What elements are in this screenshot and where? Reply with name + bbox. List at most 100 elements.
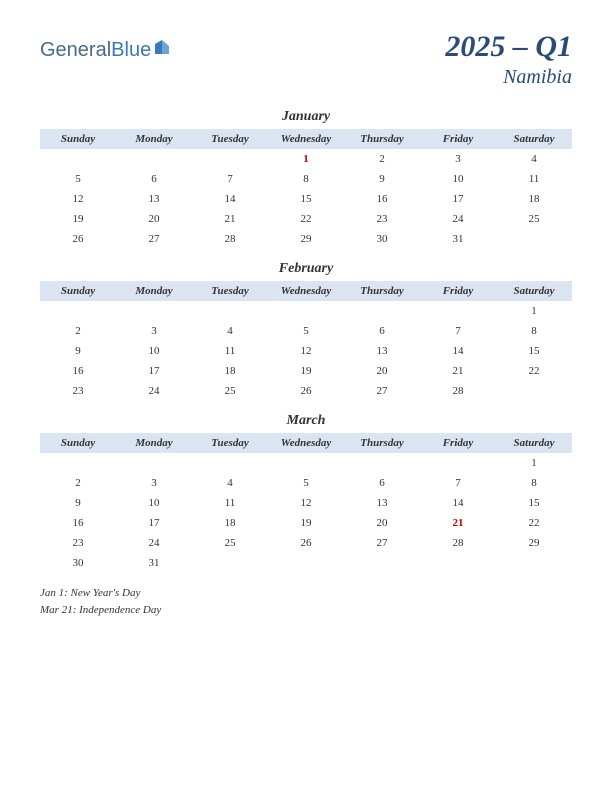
day-cell: 30 bbox=[40, 553, 116, 573]
day-cell: 21 bbox=[420, 513, 496, 533]
holiday-notes: Jan 1: New Year's DayMar 21: Independenc… bbox=[40, 585, 572, 618]
day-cell bbox=[192, 453, 268, 473]
table-row: 1 bbox=[40, 301, 572, 321]
day-cell: 27 bbox=[344, 533, 420, 553]
day-header: Tuesday bbox=[192, 281, 268, 301]
day-cell: 27 bbox=[116, 229, 192, 249]
table-row: 16171819202122 bbox=[40, 361, 572, 381]
day-header: Friday bbox=[420, 281, 496, 301]
day-cell: 6 bbox=[344, 473, 420, 493]
header: GeneralBlue 2025 – Q1 Namibia bbox=[40, 30, 572, 89]
day-cell: 20 bbox=[116, 209, 192, 229]
day-cell: 6 bbox=[344, 321, 420, 341]
month-name: February bbox=[40, 261, 572, 277]
day-cell: 21 bbox=[192, 209, 268, 229]
day-cell: 7 bbox=[192, 169, 268, 189]
day-header: Tuesday bbox=[192, 433, 268, 453]
day-header: Wednesday bbox=[268, 281, 344, 301]
day-cell: 9 bbox=[40, 341, 116, 361]
day-header: Monday bbox=[116, 281, 192, 301]
day-cell: 2 bbox=[344, 149, 420, 169]
day-cell bbox=[496, 381, 572, 401]
day-cell: 9 bbox=[344, 169, 420, 189]
day-cell bbox=[40, 149, 116, 169]
day-cell: 24 bbox=[116, 381, 192, 401]
day-cell bbox=[344, 553, 420, 573]
day-cell bbox=[116, 301, 192, 321]
table-row: 19202122232425 bbox=[40, 209, 572, 229]
day-cell bbox=[40, 453, 116, 473]
day-header: Saturday bbox=[496, 433, 572, 453]
day-cell: 16 bbox=[40, 361, 116, 381]
day-cell: 24 bbox=[420, 209, 496, 229]
day-cell bbox=[268, 553, 344, 573]
table-row: 1 bbox=[40, 453, 572, 473]
day-cell: 5 bbox=[40, 169, 116, 189]
day-cell: 5 bbox=[268, 473, 344, 493]
day-cell: 28 bbox=[420, 381, 496, 401]
logo-icon bbox=[153, 38, 171, 62]
day-header: Friday bbox=[420, 433, 496, 453]
day-cell: 10 bbox=[420, 169, 496, 189]
day-cell: 10 bbox=[116, 493, 192, 513]
day-cell: 4 bbox=[192, 473, 268, 493]
day-cell bbox=[268, 301, 344, 321]
day-cell: 8 bbox=[496, 321, 572, 341]
day-cell: 29 bbox=[496, 533, 572, 553]
day-header: Monday bbox=[116, 433, 192, 453]
day-cell: 23 bbox=[344, 209, 420, 229]
day-cell: 13 bbox=[344, 493, 420, 513]
day-header: Saturday bbox=[496, 129, 572, 149]
day-header: Wednesday bbox=[268, 433, 344, 453]
table-row: 262728293031 bbox=[40, 229, 572, 249]
day-cell: 25 bbox=[192, 381, 268, 401]
day-cell: 12 bbox=[268, 341, 344, 361]
day-cell bbox=[192, 149, 268, 169]
day-cell: 12 bbox=[40, 189, 116, 209]
day-cell: 22 bbox=[268, 209, 344, 229]
day-cell bbox=[344, 453, 420, 473]
day-cell: 15 bbox=[268, 189, 344, 209]
calendars-container: JanuarySundayMondayTuesdayWednesdayThurs… bbox=[40, 109, 572, 573]
day-cell: 31 bbox=[116, 553, 192, 573]
day-cell: 12 bbox=[268, 493, 344, 513]
day-cell: 22 bbox=[496, 513, 572, 533]
day-cell bbox=[420, 301, 496, 321]
day-cell bbox=[496, 553, 572, 573]
day-cell: 20 bbox=[344, 361, 420, 381]
table-row: 9101112131415 bbox=[40, 341, 572, 361]
day-cell: 3 bbox=[420, 149, 496, 169]
table-row: 567891011 bbox=[40, 169, 572, 189]
day-cell: 7 bbox=[420, 473, 496, 493]
day-cell: 26 bbox=[268, 533, 344, 553]
day-cell: 24 bbox=[116, 533, 192, 553]
day-cell: 21 bbox=[420, 361, 496, 381]
day-cell bbox=[116, 453, 192, 473]
day-cell: 1 bbox=[496, 301, 572, 321]
day-header: Tuesday bbox=[192, 129, 268, 149]
day-cell: 2 bbox=[40, 473, 116, 493]
day-cell: 19 bbox=[40, 209, 116, 229]
day-cell: 13 bbox=[344, 341, 420, 361]
page-title: 2025 – Q1 bbox=[445, 30, 572, 64]
day-cell: 3 bbox=[116, 321, 192, 341]
table-row: 12131415161718 bbox=[40, 189, 572, 209]
day-header: Thursday bbox=[344, 433, 420, 453]
day-cell: 17 bbox=[420, 189, 496, 209]
day-cell bbox=[116, 149, 192, 169]
logo-text-2: Blue bbox=[111, 39, 151, 62]
day-cell: 3 bbox=[116, 473, 192, 493]
table-row: 23242526272829 bbox=[40, 533, 572, 553]
month-block: MarchSundayMondayTuesdayWednesdayThursda… bbox=[40, 413, 572, 573]
holiday-note: Jan 1: New Year's Day bbox=[40, 585, 572, 602]
day-cell: 14 bbox=[192, 189, 268, 209]
day-cell: 31 bbox=[420, 229, 496, 249]
day-cell: 26 bbox=[268, 381, 344, 401]
holiday-note: Mar 21: Independence Day bbox=[40, 602, 572, 619]
day-cell bbox=[420, 553, 496, 573]
day-cell: 17 bbox=[116, 361, 192, 381]
day-cell: 16 bbox=[40, 513, 116, 533]
day-cell: 28 bbox=[192, 229, 268, 249]
table-row: 1234 bbox=[40, 149, 572, 169]
day-cell bbox=[40, 301, 116, 321]
